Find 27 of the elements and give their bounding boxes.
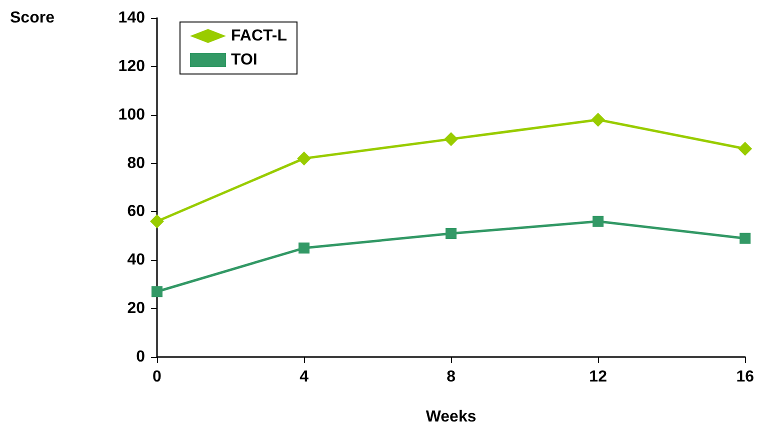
point bbox=[446, 228, 457, 240]
x-axis-title: Weeks bbox=[426, 408, 476, 426]
x-tick-label: 16 bbox=[736, 368, 754, 386]
y-tick-label: 140 bbox=[118, 10, 146, 26]
legend-label: TOI bbox=[231, 52, 258, 68]
y-tick-label: 20 bbox=[127, 300, 146, 318]
y-tick-label: 120 bbox=[118, 58, 146, 75]
y-tick-label: 80 bbox=[127, 154, 146, 172]
y-tick-label: 60 bbox=[127, 203, 146, 220]
y-tick-label: 100 bbox=[118, 106, 146, 124]
x-tick-label: 12 bbox=[589, 368, 608, 386]
point bbox=[150, 214, 164, 228]
point bbox=[592, 216, 604, 227]
point bbox=[297, 151, 312, 166]
y-tick-label: 0 bbox=[136, 348, 146, 366]
x-tick-label: 4 bbox=[300, 368, 309, 386]
point bbox=[738, 142, 752, 156]
point bbox=[152, 286, 162, 298]
y-axis-title: Score bbox=[10, 10, 55, 26]
point bbox=[740, 232, 751, 244]
x-tick-label: 0 bbox=[152, 368, 162, 386]
legend-label: FACT-L bbox=[231, 28, 288, 44]
point bbox=[591, 112, 606, 127]
y-tick-label: 40 bbox=[127, 252, 146, 269]
point bbox=[298, 242, 310, 254]
x-tick-label: 8 bbox=[446, 368, 456, 386]
point bbox=[444, 132, 458, 146]
